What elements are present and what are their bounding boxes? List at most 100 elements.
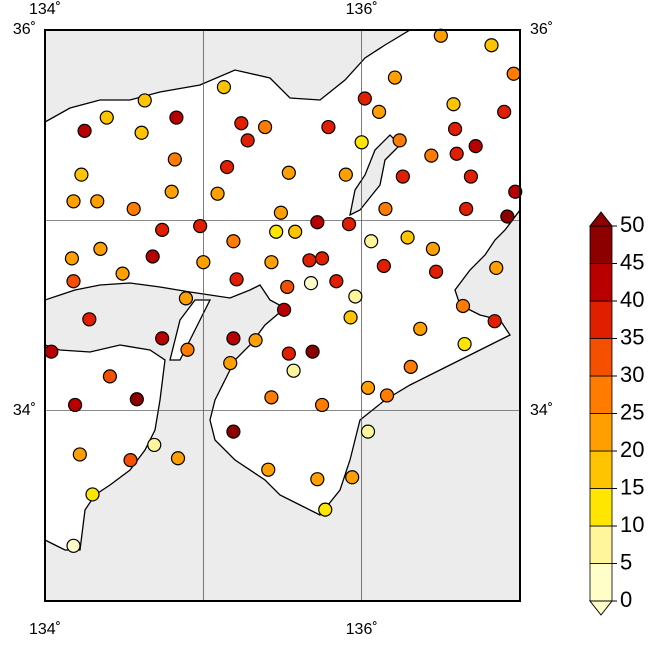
colorbar-label: 20 xyxy=(620,437,644,462)
station-point xyxy=(484,38,499,53)
station-point xyxy=(425,241,441,256)
x-tick-label: 134˚ xyxy=(29,1,61,18)
station-point xyxy=(280,279,295,295)
station-point xyxy=(147,437,162,453)
colorbar-label: 5 xyxy=(620,549,632,574)
awaji xyxy=(169,299,212,361)
layer: 134˚ 134˚ 136˚ 136˚ 34˚ 34˚ 36˚ 36˚ 0 5 10 15 20 25 30… xyxy=(13,1,645,638)
station-point xyxy=(273,205,289,220)
station-point xyxy=(226,234,241,249)
station-point xyxy=(64,251,80,266)
station-point xyxy=(90,194,105,209)
station-point xyxy=(74,167,89,182)
colorbar-segment xyxy=(589,263,613,302)
colorbar-label: 40 xyxy=(620,287,644,312)
station-point xyxy=(257,119,273,135)
station-point xyxy=(392,133,407,148)
y-tick-label: 34˚ xyxy=(13,402,36,419)
station-point xyxy=(240,133,255,148)
station-point xyxy=(314,397,330,413)
station-point xyxy=(497,104,512,119)
station-point xyxy=(72,447,87,462)
station-point xyxy=(170,451,186,466)
station-point xyxy=(123,453,138,468)
station-point xyxy=(345,470,360,485)
station-point xyxy=(357,91,372,106)
x-tick-label: 136˚ xyxy=(346,621,378,638)
station-point xyxy=(378,201,393,217)
station-point xyxy=(264,255,279,270)
station-point xyxy=(424,148,439,163)
station-point xyxy=(288,224,303,239)
colorbar-segment xyxy=(589,375,613,414)
station-point xyxy=(134,125,149,140)
colorbar-segment xyxy=(589,225,613,264)
station-point xyxy=(314,251,330,266)
station-point xyxy=(137,93,152,108)
station-point xyxy=(269,224,284,239)
station-point xyxy=(248,333,263,348)
colorbar-label: 25 xyxy=(620,399,644,424)
colorbar-label: 30 xyxy=(620,362,644,387)
station-point xyxy=(226,424,241,439)
station-point xyxy=(360,380,376,395)
station-point xyxy=(169,110,184,125)
colorbar-segment xyxy=(589,450,613,489)
station-point xyxy=(303,276,319,291)
station-point xyxy=(302,253,317,268)
station-point xyxy=(281,346,296,361)
station-point xyxy=(164,184,179,199)
honshu xyxy=(45,30,520,516)
station-point xyxy=(379,388,395,403)
colorbar-segment xyxy=(589,338,613,377)
frame xyxy=(44,29,521,602)
colorbar-label: 10 xyxy=(620,512,644,537)
station-point xyxy=(449,146,464,161)
station-point xyxy=(223,355,238,371)
station-point xyxy=(196,255,211,270)
station-point xyxy=(44,344,59,359)
station-point xyxy=(455,298,471,314)
station-point xyxy=(310,215,325,230)
station-point xyxy=(318,502,333,517)
colorbar-segment xyxy=(589,413,613,452)
station-point xyxy=(376,258,391,274)
station-point xyxy=(447,121,463,137)
station-point xyxy=(99,110,114,125)
station-point xyxy=(500,209,515,224)
station-point xyxy=(348,289,363,304)
station-point xyxy=(341,217,357,232)
colorbar-segment xyxy=(589,488,613,527)
colorbar-segment xyxy=(589,300,613,339)
station-point xyxy=(413,321,428,336)
station-point xyxy=(400,230,415,245)
station-point xyxy=(93,241,108,256)
station-point xyxy=(387,70,403,85)
station-point xyxy=(77,123,92,138)
colorbar-label: 35 xyxy=(620,324,644,349)
station-point xyxy=(506,66,521,81)
colorbar-over xyxy=(588,211,614,227)
station-point xyxy=(126,201,141,217)
station-point xyxy=(155,331,170,346)
station-point xyxy=(433,28,448,43)
station-point xyxy=(180,342,195,357)
station-point xyxy=(276,302,292,317)
station-point xyxy=(459,201,474,217)
station-point xyxy=(66,538,81,553)
station-point xyxy=(155,222,170,237)
colorbar-segment xyxy=(589,563,613,602)
y-tick-label: 36˚ xyxy=(13,21,36,38)
station-point xyxy=(463,169,479,184)
station-point xyxy=(310,472,325,487)
station-point xyxy=(102,369,118,384)
station-point xyxy=(446,97,461,112)
station-point xyxy=(281,165,296,180)
station-point xyxy=(261,462,276,477)
station-point xyxy=(234,116,249,131)
colorbar-label: 0 xyxy=(620,587,632,612)
station-point xyxy=(489,260,504,276)
station-point xyxy=(66,274,81,289)
station-point xyxy=(286,363,301,378)
x-tick-label: 136˚ xyxy=(346,1,378,18)
